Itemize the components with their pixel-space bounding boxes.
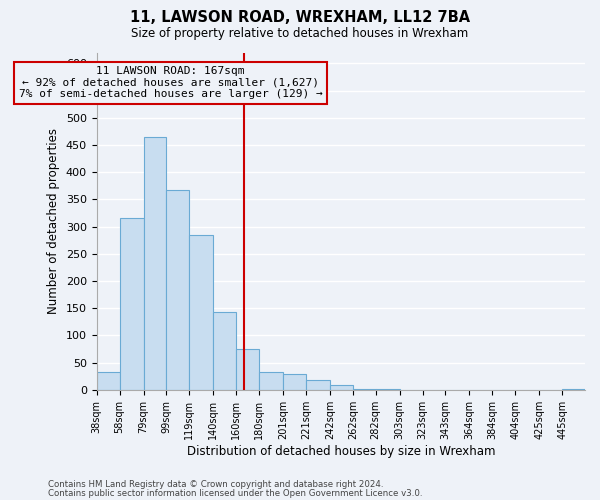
Bar: [259, 372, 283, 390]
X-axis label: Distribution of detached houses by size in Wrexham: Distribution of detached houses by size …: [187, 444, 495, 458]
Bar: [353, 389, 376, 390]
Text: 11 LAWSON ROAD: 167sqm
← 92% of detached houses are smaller (1,627)
7% of semi-d: 11 LAWSON ROAD: 167sqm ← 92% of detached…: [19, 66, 322, 99]
Bar: [283, 374, 306, 390]
Bar: [119, 218, 143, 390]
Bar: [97, 372, 119, 390]
Bar: [330, 386, 353, 390]
Bar: [213, 312, 236, 390]
Text: 11, LAWSON ROAD, WREXHAM, LL12 7BA: 11, LAWSON ROAD, WREXHAM, LL12 7BA: [130, 10, 470, 25]
Bar: [562, 389, 585, 390]
Bar: [306, 380, 330, 390]
Text: Contains public sector information licensed under the Open Government Licence v3: Contains public sector information licen…: [48, 488, 422, 498]
Text: Size of property relative to detached houses in Wrexham: Size of property relative to detached ho…: [131, 28, 469, 40]
Y-axis label: Number of detached properties: Number of detached properties: [47, 128, 60, 314]
Bar: [189, 235, 213, 390]
Bar: [236, 349, 259, 390]
Text: Contains HM Land Registry data © Crown copyright and database right 2024.: Contains HM Land Registry data © Crown c…: [48, 480, 383, 489]
Bar: [166, 190, 189, 390]
Bar: [143, 137, 166, 390]
